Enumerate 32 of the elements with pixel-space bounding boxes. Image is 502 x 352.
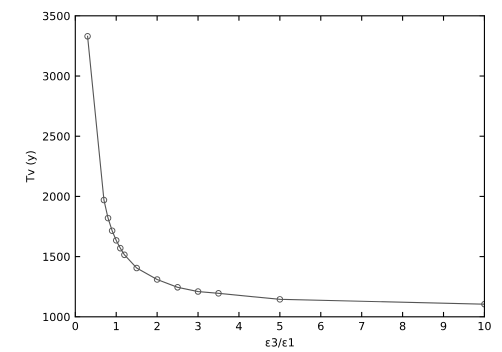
y-tick-label: 1500	[43, 252, 70, 261]
point	[117, 244, 124, 252]
point	[154, 276, 160, 283]
y-tick-label: 3000	[43, 72, 70, 80]
y-tick-label: 1000	[43, 312, 70, 322]
point	[133, 264, 140, 272]
point	[121, 252, 128, 258]
x-tick-label: 7	[359, 322, 364, 330]
x-tick-label: 4	[236, 322, 242, 330]
y-tick-label: 2000	[42, 192, 70, 201]
point	[104, 214, 112, 222]
x-tick-label: 1	[114, 322, 119, 330]
y-tick-label: 2500	[42, 132, 70, 141]
x-tick-label: 8	[400, 322, 406, 330]
x-axis-title: ε3/ε1	[266, 338, 294, 348]
y-tick-label: 3500	[43, 12, 70, 20]
point	[194, 288, 202, 295]
y-axis-title: Tv (y)	[26, 151, 37, 182]
point	[84, 33, 91, 40]
point	[100, 196, 108, 204]
point	[215, 290, 222, 297]
x-tick-label: 3	[195, 322, 201, 330]
x-tick-label: 6	[318, 322, 324, 330]
point	[112, 237, 120, 244]
x-tick-label: 2	[154, 322, 160, 330]
x-tick-label: 10	[478, 322, 491, 330]
point	[276, 296, 284, 303]
point	[108, 227, 116, 234]
point	[174, 284, 181, 291]
x-tick-label: 9	[440, 322, 446, 330]
x-tick-label: 0	[72, 322, 78, 330]
x-tick-label: 5	[277, 322, 282, 330]
